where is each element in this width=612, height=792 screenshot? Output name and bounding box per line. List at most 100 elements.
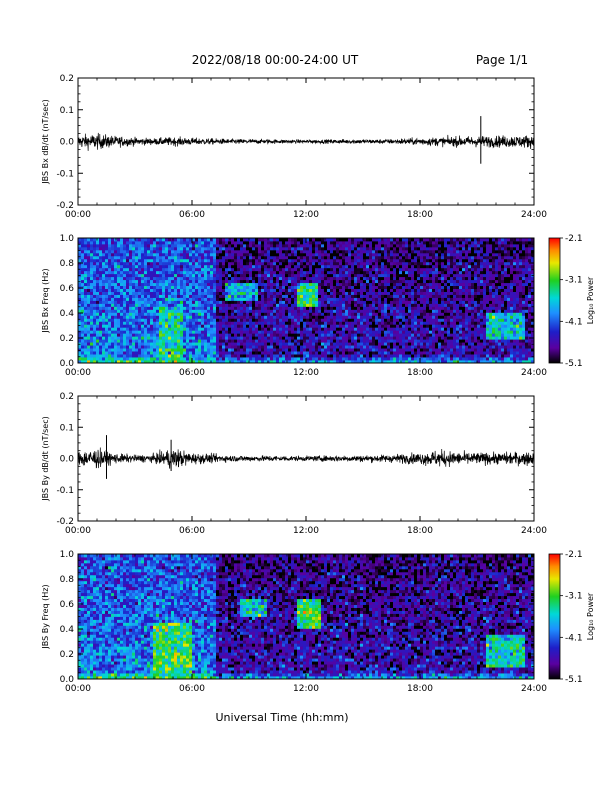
spectrogram-cell bbox=[81, 274, 84, 277]
spectrogram-cell bbox=[348, 259, 351, 262]
spectrogram-cell bbox=[378, 274, 381, 277]
spectrogram-cell bbox=[342, 244, 345, 247]
spectrogram-cell bbox=[276, 298, 279, 301]
spectrogram-cell bbox=[180, 348, 183, 351]
spectrogram-cell bbox=[291, 301, 294, 304]
spectrogram-cell bbox=[105, 247, 108, 250]
spectrogram-cell bbox=[219, 250, 222, 253]
spectrogram-cell bbox=[405, 292, 408, 295]
spectrogram-cell bbox=[201, 345, 204, 348]
y-tick-label: 0.2 bbox=[60, 74, 74, 84]
spectrogram-cell bbox=[114, 336, 117, 339]
spectrogram-cell bbox=[81, 327, 84, 330]
spectrogram-cell bbox=[123, 345, 126, 348]
spectrogram-cell bbox=[135, 330, 138, 333]
spectrogram-cell bbox=[165, 327, 168, 330]
spectrogram-cell bbox=[300, 315, 303, 318]
spectrogram-cell bbox=[198, 238, 201, 241]
spectrogram-cell bbox=[375, 318, 378, 321]
spectrogram-cell bbox=[99, 348, 102, 351]
spectrogram-cell bbox=[294, 256, 297, 259]
spectrogram-cell bbox=[165, 274, 168, 277]
spectrogram-cell bbox=[84, 256, 87, 259]
spectrogram-cell bbox=[159, 280, 162, 283]
spectrogram-cell bbox=[105, 295, 108, 298]
spectrogram-cell bbox=[261, 345, 264, 348]
spectrogram-cell bbox=[138, 283, 141, 286]
spectrogram-cell bbox=[408, 241, 411, 244]
spectrogram-cell bbox=[216, 286, 219, 289]
spectrogram-cell bbox=[402, 336, 405, 339]
spectrogram-cell bbox=[342, 348, 345, 351]
spectrogram-cell bbox=[159, 277, 162, 280]
spectrogram-cell bbox=[183, 271, 186, 274]
spectrogram-cell bbox=[423, 253, 426, 256]
spectrogram-cell bbox=[411, 250, 414, 253]
spectrogram-cell bbox=[234, 351, 237, 354]
spectrogram-cell bbox=[273, 333, 276, 336]
spectrogram-cell bbox=[243, 265, 246, 268]
spectrogram-cell bbox=[138, 309, 141, 312]
spectrogram-cell bbox=[291, 336, 294, 339]
spectrogram-cell bbox=[336, 348, 339, 351]
spectrogram-cell bbox=[153, 274, 156, 277]
spectrogram-cell bbox=[237, 309, 240, 312]
spectrogram-cell bbox=[129, 312, 132, 315]
spectrogram-cell bbox=[342, 271, 345, 274]
spectrogram-cell bbox=[171, 336, 174, 339]
spectrogram-cell bbox=[231, 289, 234, 292]
spectrogram-cell bbox=[171, 292, 174, 295]
spectrogram-cell bbox=[123, 280, 126, 283]
spectrogram-cell bbox=[171, 277, 174, 280]
spectrogram-cell bbox=[111, 357, 114, 360]
spectrogram-cell bbox=[108, 250, 111, 253]
spectrogram-cell bbox=[225, 333, 228, 336]
spectrogram-cell bbox=[141, 283, 144, 286]
y-axis-label: JBS Bx dB/dt (nT/sec) bbox=[41, 99, 50, 185]
spectrogram-cell bbox=[84, 301, 87, 304]
spectrogram-cell bbox=[156, 309, 159, 312]
spectrogram-cell bbox=[180, 324, 183, 327]
spectrogram-cell bbox=[177, 283, 180, 286]
spectrogram-cell bbox=[342, 301, 345, 304]
spectrogram-cell bbox=[327, 277, 330, 280]
spectrogram-cell bbox=[225, 247, 228, 250]
spectrogram-cell bbox=[411, 247, 414, 250]
spectrogram-cell bbox=[207, 268, 210, 271]
spectrogram-cell bbox=[396, 250, 399, 253]
spectrogram-cell bbox=[135, 268, 138, 271]
spectrogram-cell bbox=[294, 295, 297, 298]
spectrogram-cell bbox=[186, 321, 189, 324]
spectrogram-cell bbox=[255, 238, 258, 241]
spectrogram-cell bbox=[297, 283, 300, 286]
spectrogram-cell bbox=[312, 321, 315, 324]
spectrogram-cell bbox=[129, 271, 132, 274]
spectrogram-cell bbox=[312, 357, 315, 360]
spectrogram-cell bbox=[213, 315, 216, 318]
spectrogram-cell bbox=[210, 268, 213, 271]
spectrogram-cell bbox=[390, 286, 393, 289]
spectrogram-cell bbox=[315, 253, 318, 256]
spectrogram-cell bbox=[384, 348, 387, 351]
spectrogram-cell bbox=[294, 330, 297, 333]
spectrogram-cell bbox=[162, 306, 165, 309]
spectrogram-cell bbox=[171, 250, 174, 253]
spectrogram-cell bbox=[405, 244, 408, 247]
spectrogram-cell bbox=[393, 315, 396, 318]
spectrogram-cell bbox=[171, 262, 174, 265]
spectrogram-cell bbox=[249, 354, 252, 357]
spectrogram-cell bbox=[273, 351, 276, 354]
spectrogram-cell bbox=[189, 339, 192, 342]
spectrogram-cell bbox=[324, 274, 327, 277]
spectrogram-cell bbox=[321, 295, 324, 298]
spectrogram-cell bbox=[300, 330, 303, 333]
spectrogram-cell bbox=[144, 259, 147, 262]
spectrogram-cell bbox=[306, 280, 309, 283]
spectrogram-cell bbox=[315, 324, 318, 327]
spectrogram-cell bbox=[402, 283, 405, 286]
spectrogram-cell bbox=[270, 292, 273, 295]
spectrogram-cell bbox=[198, 244, 201, 247]
spectrogram-cell bbox=[105, 289, 108, 292]
spectrogram-cell bbox=[261, 253, 264, 256]
spectrogram-cell bbox=[366, 345, 369, 348]
